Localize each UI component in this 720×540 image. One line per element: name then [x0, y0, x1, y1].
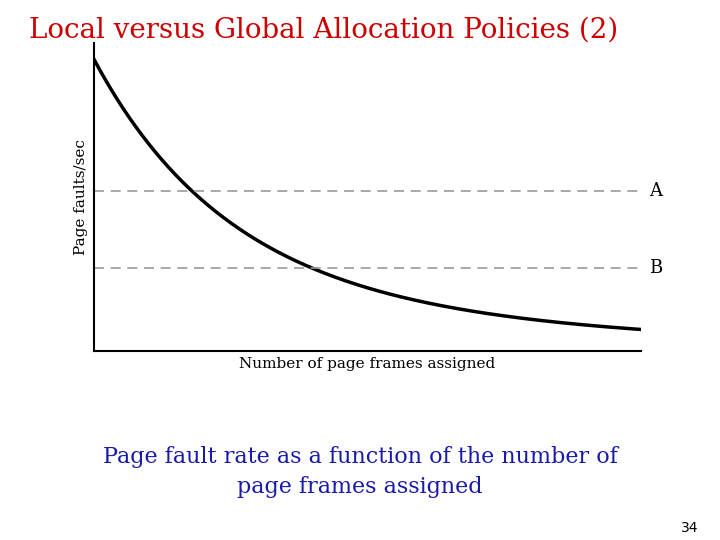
Text: Page fault rate as a function of the number of
page frames assigned: Page fault rate as a function of the num…	[102, 446, 618, 498]
Text: A: A	[649, 182, 662, 200]
Text: B: B	[649, 259, 662, 277]
Y-axis label: Page faults/sec: Page faults/sec	[74, 139, 88, 255]
Text: Local versus Global Allocation Policies (2): Local versus Global Allocation Policies …	[29, 16, 618, 43]
Text: 34: 34	[681, 521, 698, 535]
X-axis label: Number of page frames assigned: Number of page frames assigned	[239, 356, 495, 370]
